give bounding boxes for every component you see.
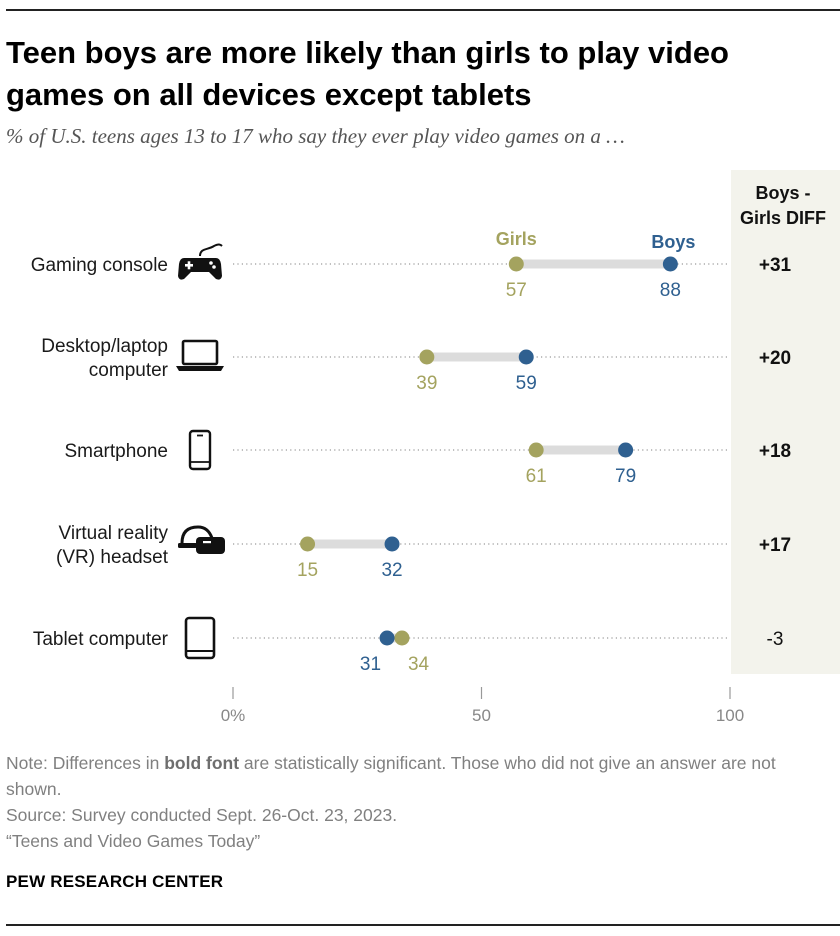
diff-value: +20	[759, 348, 791, 369]
x-axis: 0% 50 100	[221, 687, 744, 725]
girls-value-label: 61	[526, 466, 547, 487]
organization-name: PEW RESEARCH CENTER	[6, 872, 224, 891]
boys-value-label: 88	[660, 280, 681, 301]
diff-value: +18	[759, 441, 791, 462]
category-label: Gaming console	[31, 255, 168, 276]
notes-section: Note: Differences in bold font are stati…	[6, 750, 826, 854]
girls-dot	[300, 536, 316, 552]
diff-header-line: Girls DIFF	[740, 208, 826, 228]
boys-dot	[384, 536, 400, 552]
diff-header: Boys - Girls DIFF	[740, 183, 826, 228]
source-text: Source: Survey conducted Sept. 26-Oct. 2…	[6, 805, 398, 825]
tablet-icon	[184, 616, 216, 660]
laptop-icon	[176, 339, 224, 371]
girls-dot	[528, 442, 544, 458]
diff-header-line: Boys -	[755, 183, 810, 203]
category-label: Tablet computer	[33, 629, 169, 650]
boys-dot	[662, 256, 678, 272]
chart-row: Smartphone 61 79 +18	[64, 429, 791, 487]
chart-row: Gaming console 57 88 Girls Boys +31	[31, 229, 792, 301]
note-text: Note: Differences in bold font are stati…	[6, 750, 826, 802]
boys-value-label: 32	[381, 560, 402, 581]
vr-headset-icon	[178, 525, 225, 554]
x-tick-label: 50	[472, 706, 491, 725]
boys-dot	[618, 442, 634, 458]
girls-value-label: 57	[506, 280, 527, 301]
girls-dot	[394, 630, 410, 646]
smartphone-icon	[188, 429, 212, 471]
category-label: Virtual reality (VR) headset	[56, 523, 169, 568]
boys-value-label: 79	[615, 466, 636, 487]
diff-value: -3	[767, 629, 784, 650]
girls-value-label: 39	[416, 373, 437, 394]
chart-row: Desktop/laptop computer 39 59 +20	[41, 336, 791, 394]
chart-subtitle: % of U.S. teens ages 13 to 17 who say th…	[6, 124, 625, 148]
note-suffix: are statistically significant. Those who…	[6, 753, 776, 799]
girls-series-label: Girls	[496, 229, 537, 249]
chart-rows: Gaming console 57 88 Girls Boys +31 Desktop/la…	[31, 229, 792, 675]
chart-row: Virtual reality (VR) headset 15 32 +17	[56, 523, 791, 581]
chart-title: Teen boys are more likely than girls to …	[6, 35, 729, 112]
boys-value-label: 59	[516, 373, 537, 394]
girls-value-label: 15	[297, 560, 318, 581]
bottom-rule	[6, 924, 840, 926]
top-rule	[6, 9, 840, 11]
gamepad-icon	[178, 243, 223, 280]
note-prefix: Note: Differences in	[6, 753, 165, 773]
girls-dot	[508, 256, 524, 272]
category-label: Smartphone	[64, 441, 168, 462]
boys-dot	[518, 349, 534, 365]
diff-value: +31	[759, 255, 792, 276]
report-title: “Teens and Video Games Today”	[6, 831, 261, 851]
diff-column-background	[731, 170, 840, 674]
boys-value-label: 31	[360, 654, 381, 675]
diff-value: +17	[759, 535, 791, 556]
x-tick-label: 0%	[221, 706, 246, 725]
boys-dot	[379, 630, 395, 646]
boys-series-label: Boys	[651, 232, 695, 252]
category-label: Desktop/laptop computer	[41, 336, 168, 381]
girls-dot	[419, 349, 435, 365]
x-tick-label: 100	[716, 706, 744, 725]
chart-row: Tablet computer 34 31 -3	[33, 616, 784, 675]
girls-value-label: 34	[408, 654, 430, 675]
note-bold: bold font	[164, 753, 240, 773]
dot-plot-chart: Boys - Girls DIFF Gaming console 57 88 Girls…	[31, 170, 840, 725]
